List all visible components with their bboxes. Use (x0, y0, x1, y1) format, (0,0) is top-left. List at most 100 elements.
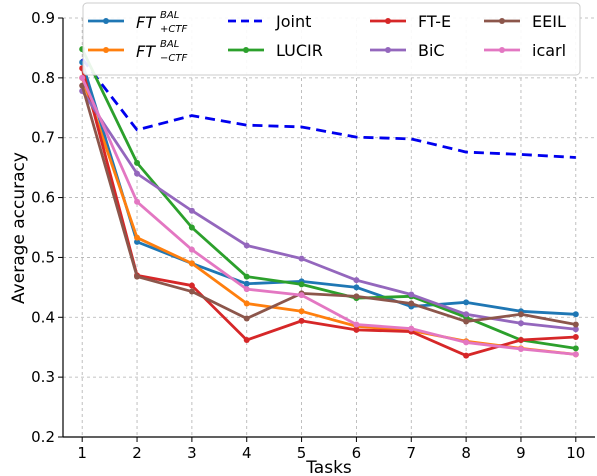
legend-label: BiC (418, 41, 445, 60)
series-eeil (79, 82, 579, 328)
data-point (517, 320, 524, 327)
legend-label-sup: BAL (160, 10, 179, 21)
data-point (353, 277, 360, 284)
data-point (298, 292, 305, 299)
legend-item: FT BAL −CTF (88, 39, 187, 64)
legend-label: LUCIR (276, 41, 323, 60)
data-point (572, 326, 579, 333)
data-point (463, 339, 470, 346)
tick-labels: 0.2 0.3 0.4 0.5 0.6 0.7 0.8 0.9 1 2 3 4 5 6 7 8 9 10 (31, 9, 585, 462)
series-line (80, 77, 576, 356)
legend-label: icarl (532, 41, 566, 60)
legend-item: BiC (370, 41, 445, 60)
data-point (353, 284, 360, 291)
y-tick-label: 0.3 (31, 368, 55, 386)
data-point (243, 286, 250, 293)
legend-label: FT (136, 13, 156, 32)
legend-label: FT (136, 42, 156, 61)
data-point (298, 255, 305, 262)
legend-marker (385, 47, 391, 53)
data-point (408, 325, 415, 332)
data-point (134, 238, 141, 245)
legend-item: FT-E (370, 12, 451, 31)
data-point (134, 234, 141, 241)
grid-lines (63, 17, 595, 438)
data-point (517, 346, 524, 353)
y-tick-label: 0.6 (31, 189, 55, 207)
data-point (408, 300, 415, 307)
x-tick-label: 1 (77, 444, 87, 462)
legend: FT BAL +CTF FT BAL −CTF Joint LUCIR FT-E BiC EEIL i… (82, 2, 581, 76)
data-point (298, 308, 305, 315)
legend-label-sub: +CTF (160, 24, 187, 35)
data-point (243, 273, 250, 280)
x-tick-label: 8 (461, 444, 471, 462)
data-point (408, 291, 415, 298)
y-tick-label: 0.8 (31, 69, 55, 87)
legend-label: Joint (275, 12, 311, 31)
series-lucir (79, 46, 579, 352)
data-point (298, 281, 305, 288)
legend-label: EEIL (532, 12, 566, 31)
series-line (81, 57, 576, 159)
data-point (188, 260, 195, 267)
series-line (80, 77, 576, 356)
y-tick-label: 0.5 (31, 248, 55, 266)
legend-item: icarl (484, 41, 566, 60)
x-tick-label: 10 (566, 444, 585, 462)
legend-marker (103, 18, 109, 24)
x-tick-label: 4 (242, 444, 252, 462)
x-tick-label: 6 (352, 444, 362, 462)
data-point (298, 317, 305, 324)
data-point (188, 288, 195, 295)
legend-marker (103, 47, 109, 53)
data-point (188, 246, 195, 253)
data-point (188, 224, 195, 231)
series-line (80, 61, 576, 316)
data-point (572, 351, 579, 358)
data-point (134, 159, 141, 166)
data-point (134, 273, 141, 280)
legend-label-sub: −CTF (160, 53, 187, 64)
y-tick-label: 0.4 (31, 308, 55, 326)
legend-marker (243, 47, 249, 53)
legend-item: FT BAL +CTF (88, 10, 187, 35)
data-point (572, 345, 579, 352)
legend-label: FT-E (418, 12, 451, 31)
data-point (188, 207, 195, 214)
y-tick-label: 0.9 (31, 9, 55, 27)
legend-marker (499, 18, 505, 24)
series-layer (79, 46, 579, 359)
data-point (463, 318, 470, 325)
x-tick-label: 5 (297, 444, 307, 462)
x-tick-label: 9 (516, 444, 526, 462)
legend-marker (499, 47, 505, 53)
series-line (80, 48, 577, 350)
data-point (243, 337, 250, 344)
axes (58, 17, 595, 442)
data-point (572, 321, 579, 328)
x-tick-label: 3 (187, 444, 197, 462)
data-point (243, 315, 250, 322)
y-tick-label: 0.2 (31, 428, 55, 446)
x-tick-label: 2 (132, 444, 142, 462)
data-point (353, 293, 360, 300)
legend-item: LUCIR (228, 41, 323, 60)
data-point (463, 311, 470, 318)
data-point (134, 198, 141, 205)
legend-label-sup: BAL (160, 39, 179, 50)
data-point (134, 170, 141, 177)
legend-box (82, 2, 581, 76)
data-point (517, 337, 524, 344)
data-point (572, 311, 579, 318)
series-joint (81, 57, 576, 159)
data-point (188, 282, 195, 289)
data-point (353, 326, 360, 333)
data-point (243, 300, 250, 307)
data-point (572, 334, 579, 341)
legend-marker (385, 18, 391, 24)
data-point (243, 242, 250, 249)
y-axis-label: Average accuracy (9, 152, 29, 304)
series-ft-e (79, 65, 579, 359)
